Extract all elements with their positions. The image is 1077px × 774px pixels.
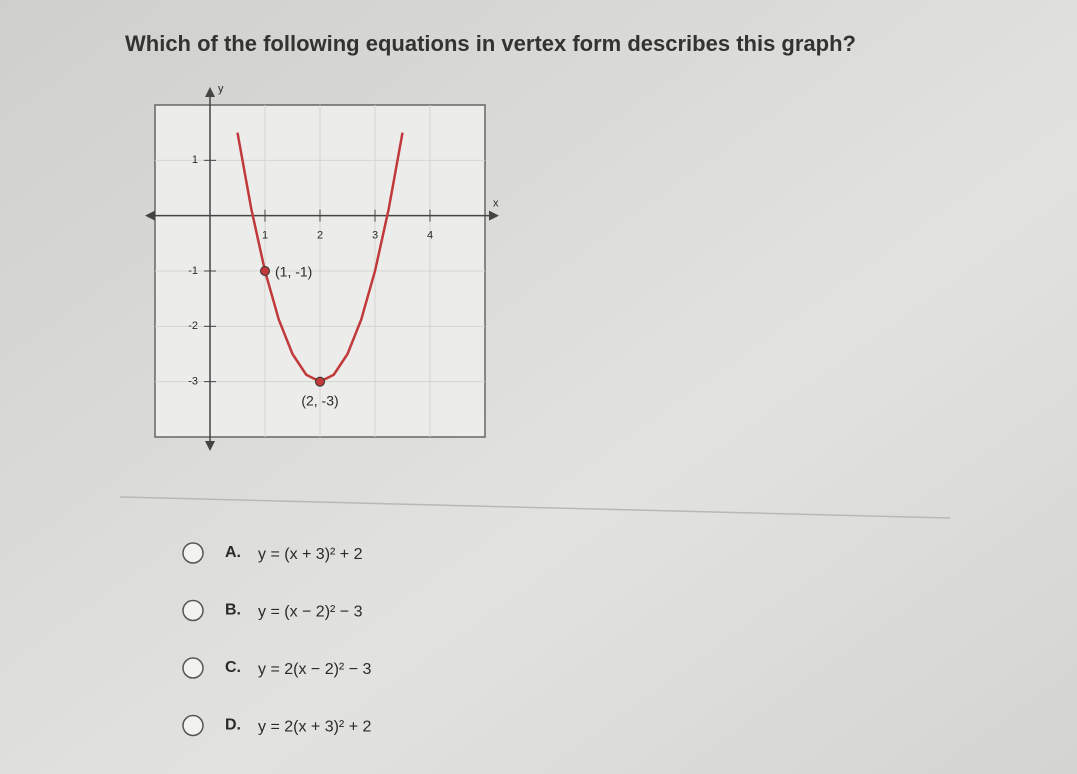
options: A. y = (x + 3)² + 2 B. y = (x − 2)² − 3 C. y … bbox=[182, 542, 371, 737]
option-text: y = (x + 3)² + 2 bbox=[258, 546, 363, 563]
axis-arrow bbox=[205, 441, 215, 451]
y-tick-label: -3 bbox=[188, 376, 198, 388]
radio-button[interactable] bbox=[182, 657, 204, 679]
graph: 1 2 3 4 -3 -2 -1 1 x y (1, -1) (2, -3) bbox=[145, 83, 499, 451]
x-axis-label: x bbox=[493, 198, 499, 210]
separator bbox=[119, 496, 951, 519]
vertex-point bbox=[260, 266, 270, 276]
option-text: y = 2(x + 3)² + 2 bbox=[258, 719, 371, 736]
vertex-point bbox=[315, 376, 325, 387]
question: Which of the following equations in vert… bbox=[125, 31, 856, 56]
axis-arrow bbox=[145, 210, 155, 221]
option-letter: A. bbox=[225, 544, 241, 561]
radio-button[interactable] bbox=[182, 542, 204, 564]
x-tick-label: 4 bbox=[427, 230, 433, 242]
axis-arrow bbox=[205, 87, 215, 97]
radio-button[interactable] bbox=[182, 599, 204, 622]
x-tick-label: 3 bbox=[372, 230, 378, 242]
x-tick-label: 1 bbox=[262, 230, 268, 242]
point-label: (2, -3) bbox=[301, 392, 338, 408]
option-letter: B. bbox=[225, 602, 241, 619]
y-tick-label: 1 bbox=[192, 154, 198, 166]
x-tick-label: 2 bbox=[317, 230, 323, 242]
radio-button[interactable] bbox=[182, 714, 204, 737]
y-tick-label: -1 bbox=[188, 265, 198, 277]
option-letter: D. bbox=[225, 717, 241, 734]
option-letter: C. bbox=[225, 659, 241, 676]
y-tick-label: -2 bbox=[188, 320, 198, 332]
axis-arrow bbox=[489, 210, 499, 221]
option-text: y = 2(x − 2)² − 3 bbox=[258, 661, 371, 678]
y-axis-label: y bbox=[218, 83, 224, 95]
point-label: (1, -1) bbox=[275, 264, 312, 280]
option-text: y = (x − 2)² − 3 bbox=[258, 604, 363, 621]
